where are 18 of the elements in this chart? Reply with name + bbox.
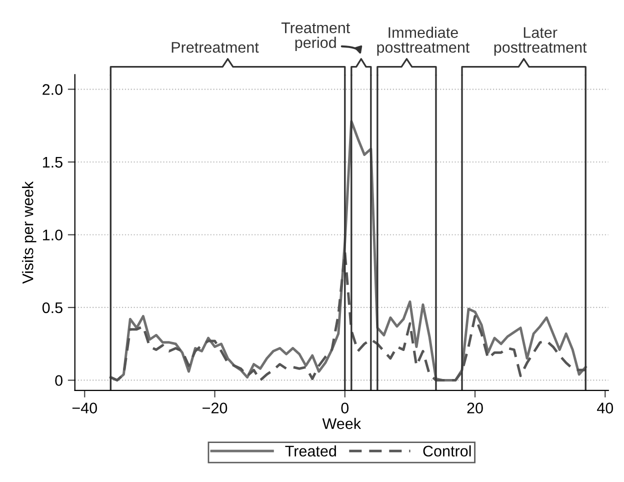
text: Pretreatment <box>172 42 259 53</box>
x-tick-label: 0 <box>341 402 349 414</box>
x-axis-title: Week <box>322 418 362 430</box>
y-axis-title: Visits per week <box>22 181 36 284</box>
text: Later posttreatment <box>494 27 587 56</box>
text: Immediate posttreatment <box>377 26 470 56</box>
x-tick-label: 20 <box>467 402 483 414</box>
y-tick-label: 0 <box>55 375 62 386</box>
legend-label: Treated <box>285 445 336 457</box>
text: Treatment period <box>281 22 350 52</box>
y-tick-label: 2.0 <box>42 84 62 95</box>
y-tick-label: 1.5 <box>43 157 62 168</box>
y-tick-label: 0.5 <box>42 302 62 314</box>
x-tick-label: −40 <box>72 402 97 414</box>
x-tick-label: 40 <box>597 402 614 414</box>
legend-label: Control <box>423 445 471 457</box>
y-tick-label: 1.0 <box>43 230 62 240</box>
x-tick-label: −20 <box>202 402 228 414</box>
